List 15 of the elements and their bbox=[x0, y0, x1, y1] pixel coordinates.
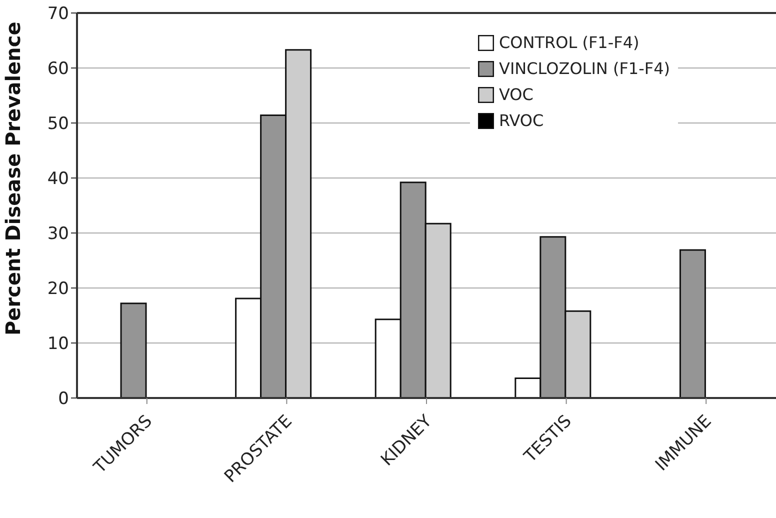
y-axis-title: Percent Disease Prevalence bbox=[1, 22, 26, 336]
legend-label: CONTROL (F1-F4) bbox=[499, 33, 640, 52]
bar bbox=[120, 302, 147, 398]
y-tick-label: 10 bbox=[47, 334, 69, 354]
y-tick-label: 0 bbox=[58, 389, 69, 410]
y-tick-label: 70 bbox=[47, 4, 69, 24]
y-tick-label: 40 bbox=[47, 169, 69, 190]
legend-label: VOC bbox=[499, 85, 534, 104]
y-tick-label: 60 bbox=[47, 59, 69, 80]
legend-label: RVOC bbox=[499, 111, 544, 130]
bar bbox=[679, 249, 706, 398]
legend-label: VINCLOZOLIN (F1-F4) bbox=[499, 59, 670, 78]
y-tick-label: 20 bbox=[47, 279, 69, 300]
y-tick-label: 50 bbox=[47, 114, 69, 134]
y-tick-label: 30 bbox=[47, 224, 69, 244]
